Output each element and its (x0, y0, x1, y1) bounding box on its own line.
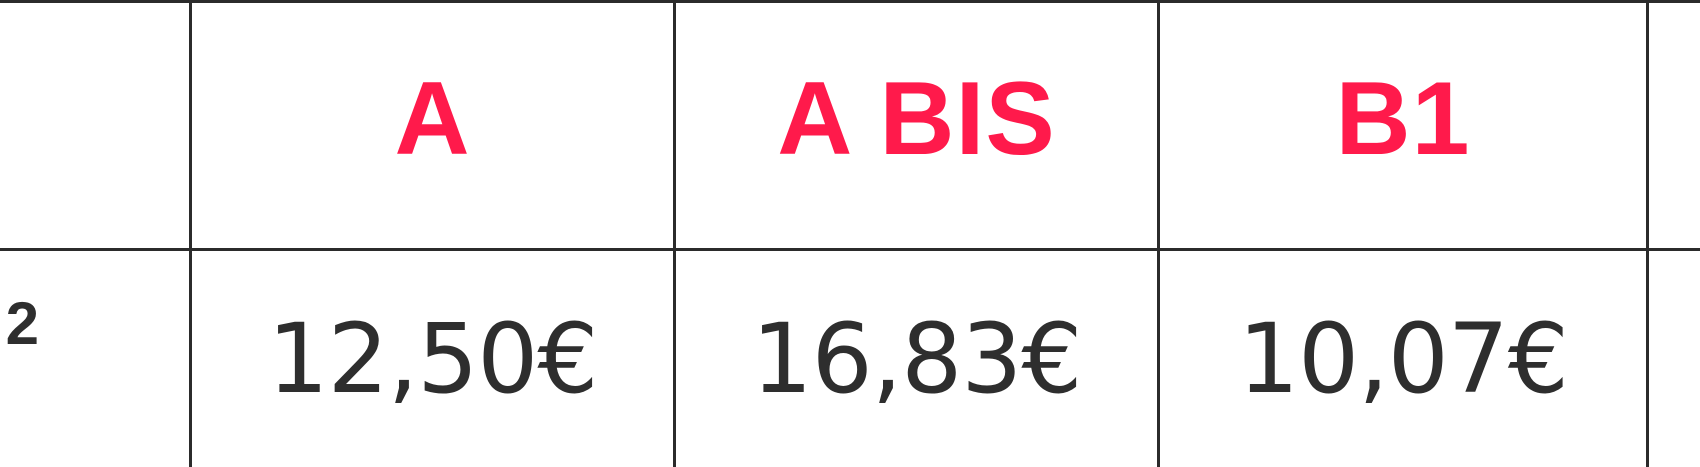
header-cell-zone-a-bis: A BIS (676, 3, 1160, 251)
header-label-zone-b1: B1 (1335, 61, 1471, 177)
row-label-base: m (0, 303, 4, 415)
header-label-zone-a: A (394, 61, 471, 177)
price-value-zone-a-bis: 16,83€ (751, 303, 1083, 415)
row-label-cell: m2 (0, 251, 192, 467)
value-cell-zone-a-bis: 16,83€ (676, 251, 1160, 467)
price-value-zone-b1: 10,07€ (1238, 303, 1569, 415)
header-cell-empty (0, 3, 192, 251)
row-label-superscript: 2 (5, 290, 39, 358)
header-cell-zone-a: A (192, 3, 676, 251)
row-label-unit: m2 (0, 290, 39, 417)
header-label-zone-a-bis: A BIS (777, 61, 1056, 177)
header-cell-next (1649, 3, 1700, 251)
value-cell-zone-a: 12,50€ (192, 251, 676, 467)
header-cell-zone-b1: B1 (1160, 3, 1649, 251)
price-value-zone-a: 12,50€ (267, 303, 599, 415)
value-cell-next (1649, 251, 1700, 467)
value-cell-zone-b1: 10,07€ (1160, 251, 1649, 467)
